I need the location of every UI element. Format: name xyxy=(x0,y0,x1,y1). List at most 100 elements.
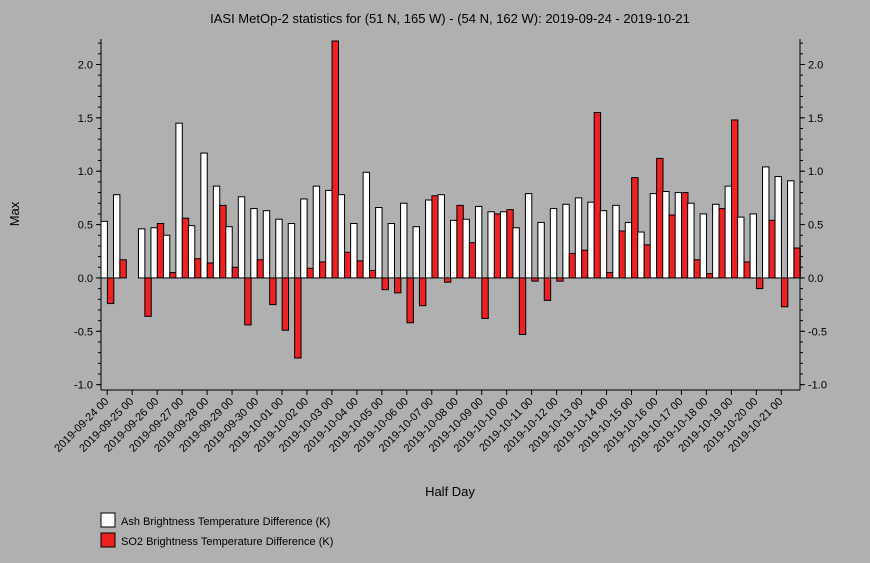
chart-title: IASI MetOp-2 statistics for (51 N, 165 W… xyxy=(210,11,690,26)
ash-bar xyxy=(450,219,458,279)
so2-bar xyxy=(306,267,315,279)
ash-bar xyxy=(712,203,720,279)
ash-bar xyxy=(400,202,408,279)
legend-swatch-so2 xyxy=(100,532,116,548)
ash-bar xyxy=(375,207,383,279)
ash-bar xyxy=(599,210,608,279)
y-tick-label-right: 0.0 xyxy=(808,273,823,285)
so2-bar xyxy=(493,213,502,279)
so2-bar xyxy=(206,262,215,279)
ash-bar xyxy=(524,193,533,279)
so2-bar xyxy=(319,261,327,279)
so2-bar xyxy=(768,219,776,279)
ash-bar xyxy=(674,192,683,279)
so2-bar xyxy=(556,277,564,282)
legend: Ash Brightness Temperature Difference (K… xyxy=(100,512,333,548)
ash-bar xyxy=(350,223,358,279)
ash-bar xyxy=(687,202,695,279)
so2-bar xyxy=(393,277,402,294)
legend-label-so2: SO2 Brightness Temperature Difference (K… xyxy=(121,536,333,548)
so2-bar xyxy=(369,269,377,279)
y-ticks-group: -1.0 -1.0 -0.5 -0.5 0.0 0.0 0.5 0.5 1.0 1.0 1.5 1.5… xyxy=(74,42,827,392)
so2-bar xyxy=(468,242,477,279)
ash-bar xyxy=(774,176,782,279)
so2-bar xyxy=(506,209,514,279)
ash-bar xyxy=(100,220,108,279)
so2-bar xyxy=(294,277,302,359)
ash-bar xyxy=(699,213,708,279)
ash-bar xyxy=(362,171,371,279)
ash-bar xyxy=(612,204,620,279)
so2-bar xyxy=(194,258,202,279)
y-tick-label-left: -1.0 xyxy=(74,380,93,392)
so2-bar xyxy=(443,277,452,283)
so2-bar xyxy=(144,277,152,317)
so2-bar xyxy=(431,195,439,279)
so2-bar xyxy=(219,204,227,279)
so2-bar xyxy=(381,277,389,291)
so2-bar xyxy=(631,177,639,279)
y-tick-label-left: 2.0 xyxy=(78,59,93,71)
ash-bar xyxy=(587,201,595,279)
so2-bar xyxy=(793,247,801,279)
so2-bar xyxy=(344,251,352,279)
so2-bar xyxy=(706,273,714,279)
ash-bar xyxy=(175,122,183,279)
ash-bar xyxy=(499,211,508,279)
ash-bar xyxy=(562,203,570,279)
so2-bar xyxy=(418,277,427,307)
ash-bar xyxy=(250,208,258,279)
y-tick-label-right: 2.0 xyxy=(808,59,823,71)
so2-bar xyxy=(406,277,414,324)
y-tick-label-left: 1.0 xyxy=(78,166,93,178)
ash-bar xyxy=(150,227,158,279)
so2-bar xyxy=(481,277,489,320)
ash-bar xyxy=(300,198,308,279)
bars-group xyxy=(100,40,801,359)
so2-bar xyxy=(119,259,127,279)
so2-bar xyxy=(593,112,602,279)
ash-bar xyxy=(212,185,221,279)
so2-bar xyxy=(531,277,539,282)
y-tick-label-right: 1.5 xyxy=(808,113,823,125)
so2-bar xyxy=(731,119,739,279)
so2-bar xyxy=(231,266,240,279)
so2-bar xyxy=(656,157,664,279)
ash-bar xyxy=(537,221,545,279)
y-tick-label-left: 0.0 xyxy=(78,273,93,285)
ash-bar xyxy=(487,211,495,279)
ash-bar xyxy=(387,223,395,279)
so2-bar xyxy=(718,208,726,279)
y-axis-label: Max xyxy=(7,201,22,226)
so2-bar xyxy=(156,223,165,279)
ash-bar xyxy=(662,190,670,279)
ash-bar xyxy=(762,166,770,279)
so2-bar xyxy=(256,259,265,279)
so2-bar xyxy=(543,277,552,301)
ash-bar xyxy=(462,218,470,279)
ash-bar xyxy=(287,223,296,279)
ash-bar xyxy=(275,218,283,279)
ash-bar xyxy=(749,213,757,279)
y-tick-label-right: 0.5 xyxy=(808,220,823,232)
ash-bar xyxy=(737,216,745,279)
ash-bar xyxy=(437,194,445,279)
ash-bar xyxy=(312,185,321,279)
so2-bar xyxy=(606,272,614,279)
ash-bar xyxy=(262,210,271,279)
y-tick-label-left: -0.5 xyxy=(74,326,93,338)
so2-bar xyxy=(643,244,652,279)
ash-bar xyxy=(574,197,583,279)
ash-bar xyxy=(549,208,558,279)
ash-bar xyxy=(649,193,658,279)
so2-bar xyxy=(568,252,577,279)
so2-bar xyxy=(681,192,689,279)
y-tick-label-right: -1.0 xyxy=(808,380,827,392)
ash-bar xyxy=(137,228,146,279)
y-tick-label-right: -0.5 xyxy=(808,326,827,338)
so2-bar xyxy=(518,277,527,336)
so2-bar xyxy=(356,260,364,279)
ash-bar xyxy=(724,185,733,279)
